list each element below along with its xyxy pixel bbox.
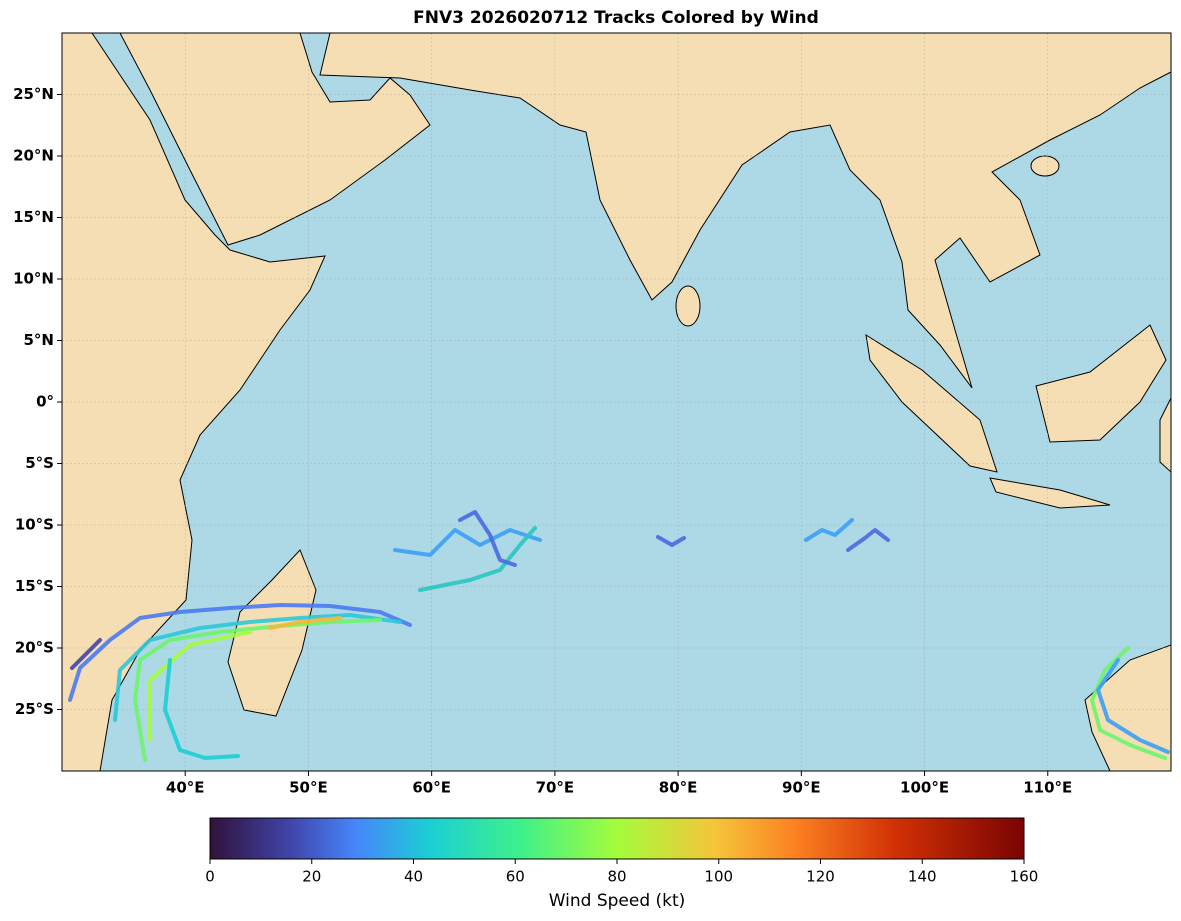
y-tick-label: 5°N — [24, 331, 55, 349]
x-tick-label: 40°E — [166, 779, 205, 797]
storm-track — [393, 528, 542, 557]
y-tick-label: 15°N — [13, 208, 54, 226]
y-tick-label: 20°S — [15, 639, 54, 657]
y-tick-label: 20°N — [13, 147, 54, 165]
y-tick-label: 10°N — [13, 270, 54, 288]
colorbar-tick-label: 100 — [704, 868, 733, 886]
storm-track — [268, 616, 342, 630]
colorbar — [209, 817, 1025, 860]
hainan — [1030, 155, 1060, 177]
storm-track — [458, 510, 517, 567]
colorbar-tick-label: 140 — [908, 868, 937, 886]
axis-labels: 40°E 50°E 60°E 70°E 80°E 90°E 100°E 110°E 25°N 20… — [13, 85, 1072, 886]
borneo — [1035, 324, 1167, 443]
x-tick-label: 90°E — [782, 779, 821, 797]
colorbar-tick-label: 120 — [806, 868, 835, 886]
java — [989, 477, 1111, 509]
storm-track — [804, 518, 854, 542]
madagascar — [227, 549, 317, 717]
storm-track — [113, 613, 402, 722]
x-tick-label: 50°E — [289, 779, 328, 797]
sulawesi — [1159, 397, 1171, 473]
storm-tracks — [68, 510, 1170, 762]
storm-track — [656, 535, 686, 547]
colorbar-tick-label: 20 — [302, 868, 321, 886]
y-tick-label: 25°S — [15, 700, 54, 718]
storm-track — [68, 603, 412, 702]
colorbar-tick-label: 80 — [607, 868, 626, 886]
sumatra — [865, 333, 998, 473]
graticule — [62, 33, 1171, 771]
colorbar-label: Wind Speed (kt) — [549, 891, 686, 911]
y-tick-label: 0° — [36, 393, 54, 411]
arabia-asia — [119, 33, 1171, 389]
colorbar-tick-label: 60 — [506, 868, 525, 886]
storm-track — [133, 618, 382, 762]
x-tick-label: 100°E — [900, 779, 949, 797]
map-area — [62, 33, 1171, 771]
y-tick-label: 10°S — [15, 516, 54, 534]
storm-track — [70, 638, 102, 670]
x-tick-label: 60°E — [412, 779, 451, 797]
sri-lanka — [675, 285, 701, 327]
colorbar-tick-label: 40 — [404, 868, 423, 886]
australia — [1084, 644, 1171, 771]
storm-track — [846, 528, 890, 552]
colorbar-tick-label: 0 — [205, 868, 215, 886]
y-tick-label: 25°N — [13, 85, 54, 103]
storm-track — [163, 658, 240, 760]
chart-title: FNV3 2026020712 Tracks Colored by Wind — [413, 8, 819, 28]
storm-track — [1096, 658, 1170, 754]
x-tick-label: 70°E — [536, 779, 575, 797]
colorbar-tick-label: 160 — [1010, 868, 1039, 886]
storm-track — [418, 526, 537, 592]
storm-track — [1090, 646, 1167, 760]
x-tick-label: 110°E — [1023, 779, 1072, 797]
y-tick-label: 5°S — [25, 454, 54, 472]
x-tick-label: 80°E — [659, 779, 698, 797]
y-tick-label: 15°S — [15, 577, 54, 595]
